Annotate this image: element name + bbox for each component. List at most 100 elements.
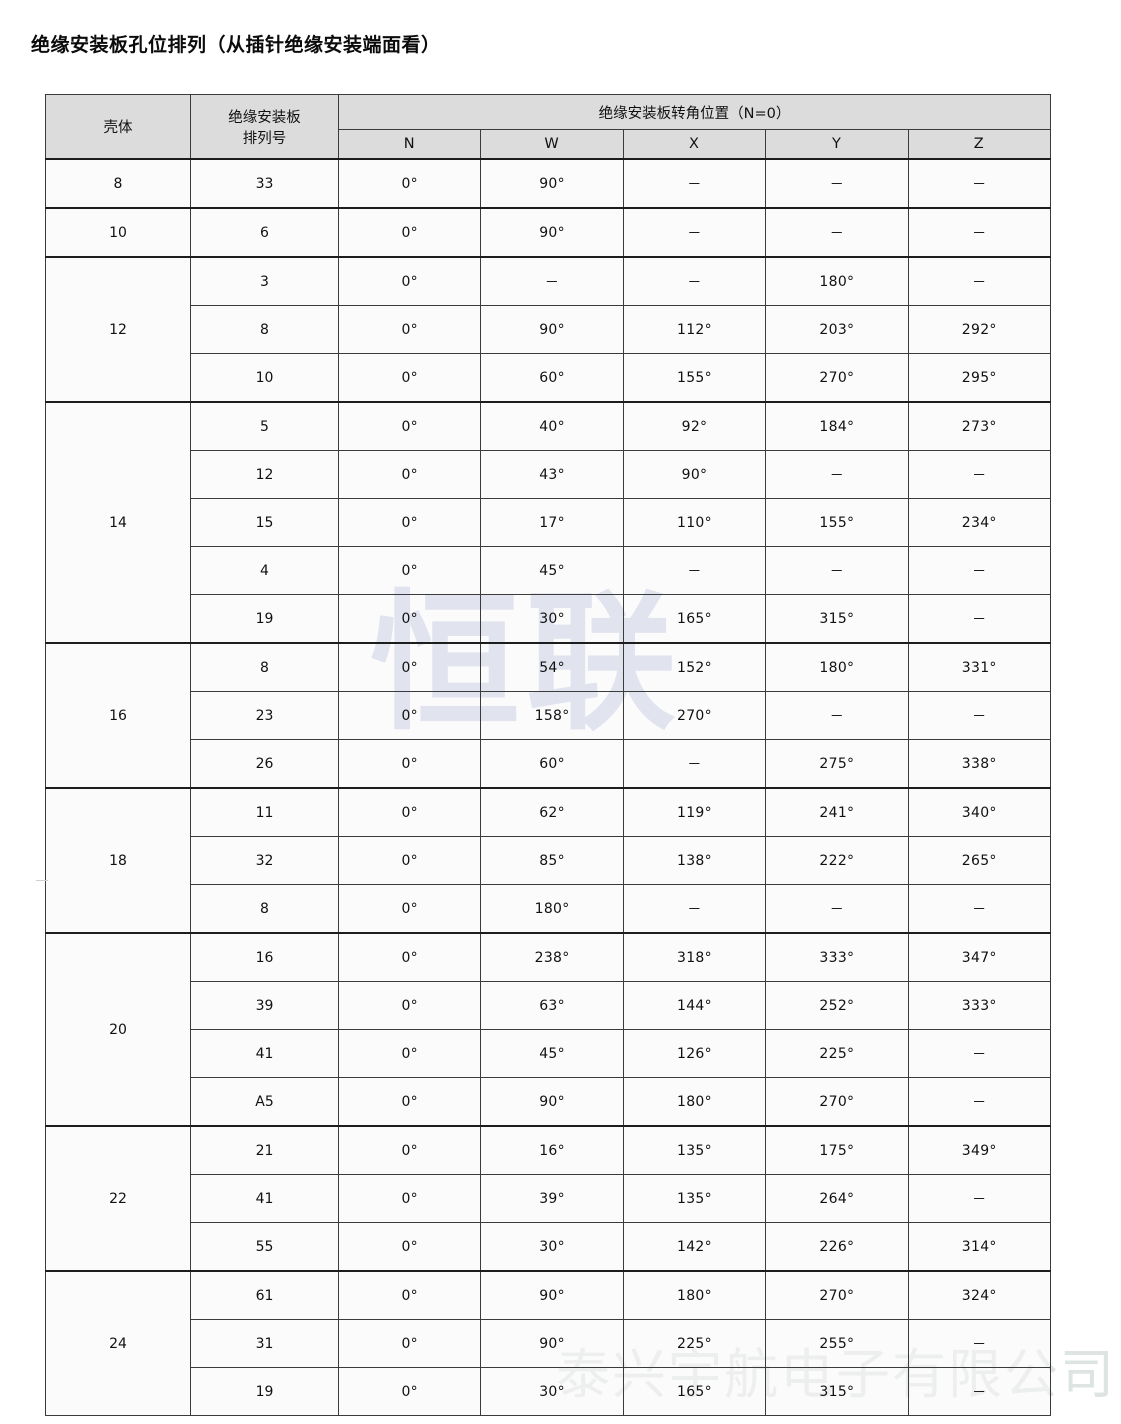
cell-angle-n: 0°: [337, 401, 482, 451]
cell-angle-n: 0°: [337, 1125, 482, 1175]
cell-angle-n: 0°: [337, 353, 482, 403]
cell-arrangement-number: 41: [190, 1029, 339, 1078]
cell-angle-z: －: [907, 1029, 1051, 1078]
cell-arrangement-number: 31: [190, 1319, 339, 1368]
cell-angle-w: 54°: [480, 642, 624, 692]
cell-angle-y: 252°: [765, 981, 909, 1030]
cell-angle-z: 295°: [907, 353, 1051, 403]
cell-arrangement-number: 11: [190, 787, 339, 837]
cell-arrangement-number: 23: [190, 691, 339, 740]
header-row-sub: N W X Y Z: [46, 129, 1051, 160]
cell-shell-size: 18: [45, 787, 191, 934]
cell-arrangement-number: 12: [190, 450, 339, 499]
cell-angle-z: 265°: [907, 836, 1051, 885]
cell-angle-n: 0°: [337, 836, 482, 885]
cell-angle-n: 0°: [337, 1319, 482, 1368]
cell-angle-y: 333°: [765, 932, 909, 982]
top-edge-artifact: [0, 0, 1121, 14]
cell-angle-x: －: [622, 884, 767, 934]
cell-arrangement-number: 8: [190, 642, 339, 692]
cell-angle-z: 340°: [907, 787, 1051, 837]
cell-angle-y: 155°: [765, 498, 909, 547]
cell-shell-size: 16: [45, 642, 191, 789]
cell-arrangement-number: 5: [190, 401, 339, 451]
cell-angle-x: 126°: [622, 1029, 767, 1078]
column-header-y: Y: [765, 129, 909, 160]
cell-angle-z: －: [907, 1319, 1051, 1368]
cell-angle-x: 165°: [622, 594, 767, 644]
cell-angle-z: 234°: [907, 498, 1051, 547]
cell-arrangement-number: 61: [190, 1270, 339, 1320]
table-row: 14 5 0° 40° 92° 184° 273°: [45, 401, 1051, 644]
column-header-x: X: [622, 129, 767, 160]
cell-arrangement-number: 8: [190, 305, 339, 354]
table-row: 19 0° 30° 165° 315° －: [46, 594, 1051, 644]
cell-angle-n: 0°: [337, 884, 482, 934]
cell-angle-y: －: [765, 884, 909, 934]
cell-angle-y: 175°: [765, 1125, 909, 1175]
cell-angle-z: －: [907, 1174, 1051, 1223]
table-row: 31 0° 90° 225° 255° －: [46, 1319, 1051, 1368]
cell-angle-z: 338°: [907, 739, 1051, 789]
table-row: 8 33 0° 90° －－－: [45, 158, 1051, 209]
cell-angle-x: 112°: [622, 305, 767, 354]
table-row: A5 0° 90° 180° 270° －: [46, 1077, 1051, 1127]
cell-angle-x: 225°: [622, 1319, 767, 1368]
column-header-arrangement-line1: 绝缘安装板: [228, 109, 301, 126]
cell-angle-x: 152°: [622, 642, 767, 692]
cell-arrangement-number: 39: [190, 981, 339, 1030]
cell-angle-x: 144°: [622, 981, 767, 1030]
cell-arrangement-number: 32: [190, 836, 339, 885]
cell-angle-w: 43°: [480, 450, 624, 499]
table-body: 8 33 0° 90° －－－ 10 6 0° 90° －－－ 12 3 0° －－ 180° － 8 0° 90°…: [45, 158, 1051, 1416]
cell-angle-w: 17°: [480, 498, 624, 547]
left-margin-tick: [36, 880, 48, 881]
cell-angle-x: 119°: [622, 787, 767, 837]
cell-angle-y: 226°: [765, 1222, 909, 1272]
cell-angle-w: 39°: [480, 1174, 624, 1223]
cell-shell-size: 20: [45, 932, 191, 1127]
cell-angle-w: －: [480, 256, 624, 306]
cell-angle-n: 0°: [337, 546, 482, 595]
cell-angle-z: －: [907, 594, 1051, 644]
cell-angle-y: 315°: [765, 1367, 909, 1416]
table-row: 8 0° 180° －－－: [46, 884, 1051, 934]
cell-angle-w: 62°: [480, 787, 624, 837]
cell-angle-x: －: [622, 256, 767, 306]
cell-angle-z: －: [907, 546, 1051, 595]
cell-angle-z: －: [907, 450, 1051, 499]
cell-angle-y: 180°: [765, 256, 909, 306]
cell-angle-n: 0°: [337, 450, 482, 499]
table-row: 12 3 0° －－ 180° －: [45, 256, 1051, 403]
column-header-rotation-group: 绝缘安装板转角位置（N=0）: [338, 94, 1051, 130]
cell-angle-x: －: [622, 739, 767, 789]
cell-angle-n: 0°: [337, 932, 482, 982]
column-header-arrangement-line2: 排列号: [242, 130, 287, 147]
column-header-n: N: [337, 129, 482, 160]
cell-angle-z: －: [907, 158, 1051, 209]
cell-angle-x: 180°: [622, 1077, 767, 1127]
cell-angle-w: 30°: [480, 594, 624, 644]
cell-angle-y: 270°: [765, 1077, 909, 1127]
table-row: 16 8 0° 54° 152° 180° 331°: [45, 642, 1051, 789]
table-row: 10 0° 60° 155° 270° 295°: [46, 353, 1051, 403]
cell-angle-z: 333°: [907, 981, 1051, 1030]
cell-angle-n: 0°: [337, 691, 482, 740]
cell-arrangement-number: 16: [190, 932, 339, 982]
column-header-z: Z: [907, 129, 1051, 160]
cell-angle-y: 222°: [765, 836, 909, 885]
cell-angle-z: －: [907, 884, 1051, 934]
cell-angle-w: 180°: [480, 884, 624, 934]
cell-angle-w: 90°: [480, 1319, 624, 1368]
cell-angle-w: 30°: [480, 1222, 624, 1272]
table-row: 15 0° 17° 110° 155° 234°: [46, 498, 1051, 547]
cell-arrangement-number: 4: [190, 546, 339, 595]
cell-angle-n: 0°: [337, 642, 482, 692]
cell-angle-x: 110°: [622, 498, 767, 547]
cell-angle-n: 0°: [337, 1174, 482, 1223]
cell-angle-w: 45°: [480, 1029, 624, 1078]
cell-angle-x: 138°: [622, 836, 767, 885]
cell-angle-x: 180°: [622, 1270, 767, 1320]
cell-angle-y: －: [765, 450, 909, 499]
cell-angle-y: 315°: [765, 594, 909, 644]
